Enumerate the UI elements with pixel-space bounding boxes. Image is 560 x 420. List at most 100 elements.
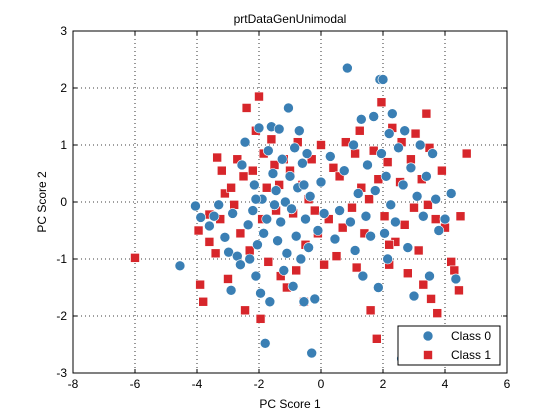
class0-point bbox=[242, 219, 254, 231]
class0-point bbox=[345, 216, 356, 228]
class0-point bbox=[227, 208, 238, 219]
class1-point bbox=[350, 148, 360, 159]
x-tick-label: -4 bbox=[192, 377, 203, 391]
class1-point bbox=[364, 194, 374, 204]
class0-point bbox=[259, 338, 271, 349]
class0-point bbox=[348, 139, 359, 151]
class0-point bbox=[286, 203, 297, 215]
y-axis-label: PC Score 2 bbox=[35, 171, 49, 233]
class0-point bbox=[287, 281, 299, 292]
class0-point bbox=[253, 122, 265, 134]
class1-point bbox=[446, 257, 457, 267]
class0-point bbox=[300, 213, 311, 225]
class0-point bbox=[297, 157, 308, 169]
class1-point bbox=[413, 245, 424, 256]
legend-class1-label: Class 1 bbox=[451, 348, 491, 362]
x-tick-label: 6 bbox=[504, 377, 511, 391]
class1-point bbox=[316, 140, 326, 150]
class0-point bbox=[239, 136, 251, 148]
class0-point bbox=[390, 216, 401, 228]
class1-point bbox=[248, 165, 258, 176]
x-tick-label: -6 bbox=[130, 377, 141, 391]
class0-point bbox=[208, 210, 220, 222]
class1-point bbox=[371, 333, 382, 344]
class0-point bbox=[368, 111, 380, 122]
class0-point bbox=[417, 210, 429, 222]
class1-point bbox=[241, 103, 252, 113]
class0-point bbox=[303, 242, 314, 253]
class1-point bbox=[238, 171, 249, 182]
y-tick-label: -2 bbox=[56, 309, 67, 323]
class1-point bbox=[226, 182, 236, 193]
y-tick-label: -1 bbox=[56, 252, 67, 266]
class0-point bbox=[315, 176, 327, 188]
class0-point bbox=[269, 199, 280, 211]
class0-point bbox=[349, 245, 361, 256]
class0-point bbox=[255, 287, 266, 299]
class0-point bbox=[352, 188, 364, 199]
class1-point bbox=[384, 239, 395, 250]
class0-point bbox=[195, 212, 207, 223]
class0-point bbox=[397, 179, 409, 191]
class0-point bbox=[386, 108, 398, 119]
class1-point bbox=[449, 265, 460, 276]
class0-point bbox=[262, 145, 274, 156]
class0-point bbox=[295, 253, 307, 265]
class1-point bbox=[382, 157, 393, 167]
class0-point bbox=[304, 191, 316, 202]
class0-point bbox=[424, 270, 435, 282]
class0-point bbox=[450, 273, 462, 285]
legend: Class 0 Class 1 bbox=[397, 325, 501, 366]
x-tick-label: 2 bbox=[380, 377, 387, 391]
class1-point bbox=[426, 294, 436, 304]
class0-point bbox=[250, 270, 262, 282]
class0-point bbox=[376, 148, 387, 159]
class0-point bbox=[402, 242, 414, 253]
class1-point bbox=[410, 128, 421, 139]
class0-point bbox=[235, 259, 246, 271]
class0-point bbox=[421, 171, 432, 182]
class0-point bbox=[280, 196, 291, 208]
class1-point bbox=[263, 257, 274, 267]
class0-point bbox=[324, 151, 336, 162]
class0-point bbox=[360, 210, 372, 222]
class1-point bbox=[229, 200, 239, 210]
class1-point bbox=[461, 148, 472, 159]
class0-point bbox=[312, 225, 324, 236]
class0-point bbox=[247, 205, 259, 216]
class1-point bbox=[198, 296, 208, 307]
class0-point bbox=[250, 193, 262, 205]
class0-point bbox=[219, 232, 231, 243]
class0-point bbox=[393, 142, 404, 154]
class1-point bbox=[319, 259, 329, 270]
class0-point bbox=[373, 282, 384, 293]
class0-point bbox=[174, 260, 186, 272]
y-tick-label: 0 bbox=[60, 195, 67, 209]
class1-point bbox=[455, 211, 466, 222]
y-tick-label: -3 bbox=[56, 366, 67, 380]
class1-point bbox=[195, 279, 205, 290]
class1-point bbox=[309, 205, 320, 216]
class0-point bbox=[382, 253, 393, 265]
class0-point bbox=[445, 188, 457, 199]
class0-point bbox=[275, 216, 287, 228]
class0-point bbox=[338, 165, 350, 176]
legend-box bbox=[397, 325, 501, 366]
class0-point bbox=[405, 162, 417, 174]
x-tick-label: 4 bbox=[442, 377, 449, 391]
class1-point bbox=[266, 134, 277, 145]
class1-point bbox=[254, 91, 264, 102]
class1-point bbox=[235, 228, 246, 239]
legend-class0-marker bbox=[422, 330, 434, 342]
class0-point bbox=[306, 347, 318, 359]
class0-point bbox=[204, 220, 215, 232]
class0-point bbox=[293, 125, 305, 137]
class1-point bbox=[193, 225, 204, 236]
class0-point bbox=[223, 246, 234, 258]
class1-point bbox=[406, 154, 416, 165]
class0-point bbox=[355, 114, 367, 125]
class1-point bbox=[437, 165, 447, 176]
class0-point bbox=[290, 230, 302, 242]
class1-point bbox=[347, 202, 357, 213]
